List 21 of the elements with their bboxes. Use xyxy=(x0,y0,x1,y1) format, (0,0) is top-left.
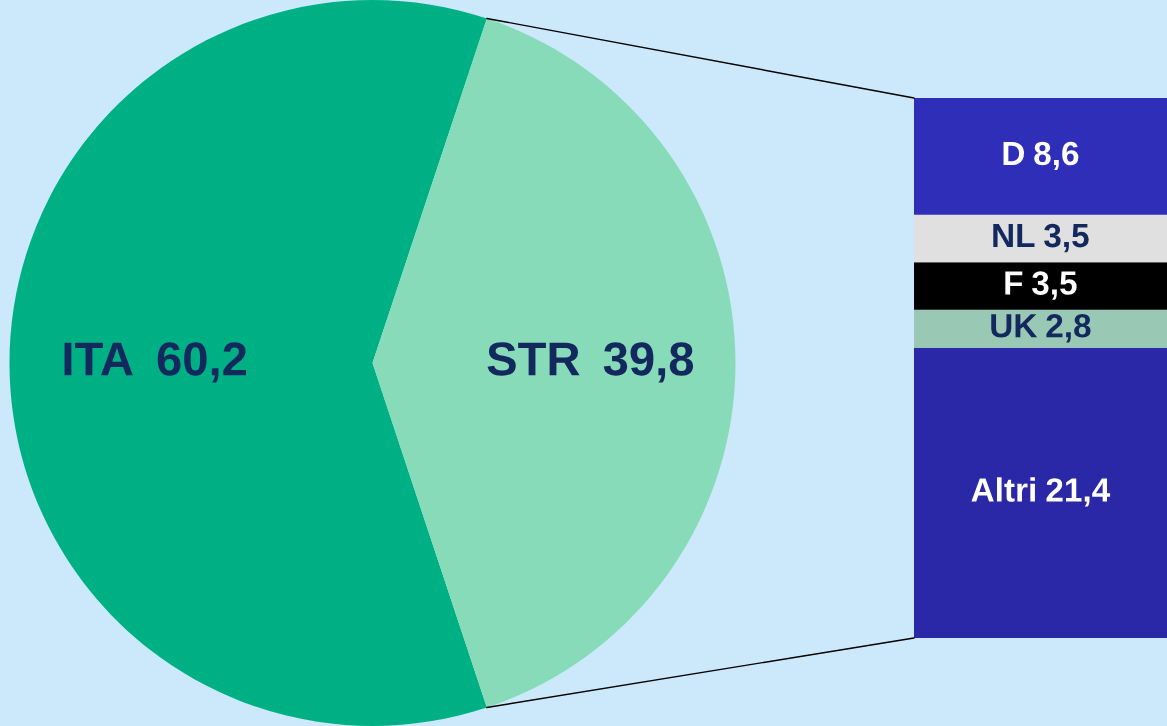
bar xyxy=(914,347,1167,638)
bar xyxy=(914,98,1167,215)
series-label: Altri xyxy=(971,477,1035,502)
pie-slice xyxy=(9,0,487,726)
pie-slice xyxy=(372,18,736,708)
data-label: 3,5 xyxy=(1032,271,1077,300)
data-label: 39,8 xyxy=(603,342,694,383)
series-label: D xyxy=(1003,142,1024,165)
slice-label: ITA xyxy=(64,342,133,376)
slice-label: STR xyxy=(487,342,580,376)
data-label: 8,6 xyxy=(1034,141,1079,171)
series-label: UK xyxy=(991,314,1038,338)
bar xyxy=(914,262,1167,310)
series-label: NL xyxy=(993,224,1035,248)
bar xyxy=(914,309,1167,348)
series-label: F xyxy=(1005,271,1023,295)
data-label: 2,8 xyxy=(1046,314,1091,343)
data-label: 21,4 xyxy=(1046,478,1111,507)
data-label: 60,2 xyxy=(157,342,247,383)
bar xyxy=(914,214,1167,263)
data-label: 3,5 xyxy=(1044,223,1089,253)
